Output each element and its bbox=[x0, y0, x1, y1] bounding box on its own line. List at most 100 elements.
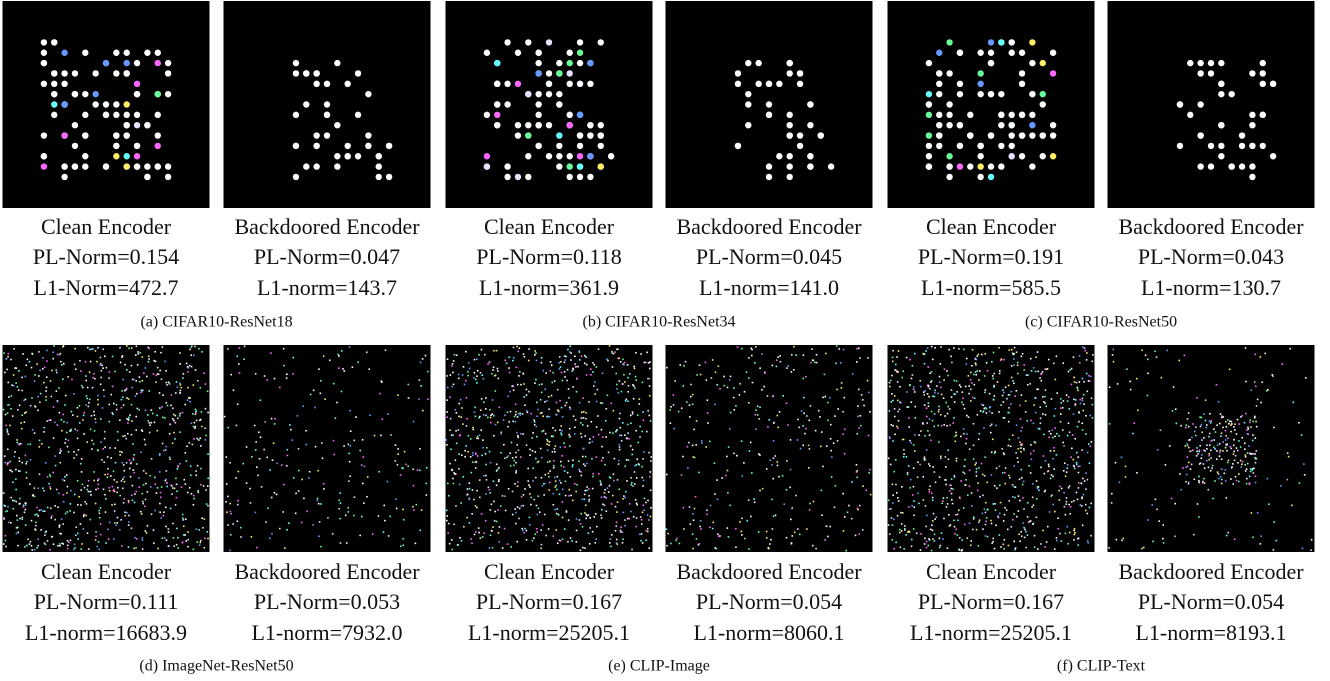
pixel-speck bbox=[493, 414, 495, 417]
pixel-speck bbox=[78, 405, 81, 407]
pixel-speck bbox=[458, 483, 461, 486]
pixel-speck bbox=[616, 387, 618, 390]
pixel-speck bbox=[584, 512, 586, 514]
pixel-speck bbox=[394, 460, 397, 462]
pixel-speck bbox=[1186, 443, 1189, 445]
pixel-speck bbox=[550, 435, 553, 438]
pixel-dot bbox=[946, 122, 953, 129]
pixel-speck bbox=[545, 534, 547, 537]
pixel-speck bbox=[237, 499, 239, 502]
pixel-dot bbox=[765, 163, 773, 170]
pixel-speck bbox=[318, 368, 320, 370]
pixel-dot bbox=[1018, 111, 1026, 119]
pixel-speck bbox=[540, 361, 543, 364]
pixel-speck bbox=[1026, 516, 1029, 518]
pixel-speck bbox=[457, 429, 460, 431]
pixel-speck bbox=[580, 512, 582, 515]
pixel-speck bbox=[515, 456, 517, 458]
pixel-speck bbox=[110, 475, 112, 477]
pixel-speck bbox=[203, 546, 206, 549]
pixel-speck bbox=[1042, 413, 1044, 415]
pixel-speck bbox=[141, 430, 144, 432]
pixel-speck bbox=[1084, 503, 1087, 506]
pixel-speck bbox=[615, 521, 618, 524]
pixel-speck bbox=[320, 545, 322, 548]
pixel-speck bbox=[936, 385, 938, 387]
pixel-speck bbox=[80, 489, 83, 491]
pixel-speck bbox=[27, 538, 29, 541]
pixel-speck bbox=[412, 420, 415, 423]
pixel-speck bbox=[619, 529, 622, 532]
pixel-speck bbox=[163, 537, 166, 539]
pixel-speck bbox=[1259, 543, 1262, 545]
pixel-dot bbox=[786, 122, 793, 129]
pixel-speck bbox=[1230, 447, 1233, 450]
pixel-speck bbox=[1219, 451, 1221, 454]
pixel-speck bbox=[394, 444, 397, 446]
l1-norm: L1-norm=143.7 bbox=[257, 275, 397, 300]
pixel-speck bbox=[1073, 376, 1075, 379]
pixel-speck bbox=[452, 434, 454, 436]
pixel-speck bbox=[92, 443, 95, 445]
pixel-speck bbox=[1156, 508, 1158, 511]
heatmap-image bbox=[665, 1, 873, 208]
pixel-speck bbox=[617, 392, 620, 394]
pixel-speck bbox=[943, 379, 945, 381]
pixel-dot bbox=[71, 163, 79, 170]
pixel-speck bbox=[1069, 505, 1072, 508]
pixel-speck bbox=[73, 511, 75, 514]
pixel-speck bbox=[1003, 391, 1005, 394]
pixel-speck bbox=[890, 423, 893, 426]
pixel-speck bbox=[166, 404, 169, 407]
pixel-speck bbox=[62, 493, 65, 496]
pixel-speck bbox=[465, 445, 467, 447]
pixel-speck bbox=[187, 545, 189, 548]
pixel-dot bbox=[1029, 111, 1036, 119]
pixel-speck bbox=[6, 412, 9, 414]
pixel-speck bbox=[1208, 444, 1211, 446]
pixel-speck bbox=[164, 360, 166, 363]
pixel-speck bbox=[802, 354, 805, 356]
pixel-speck bbox=[24, 504, 27, 506]
pixel-speck bbox=[1244, 448, 1246, 450]
pixel-speck bbox=[1020, 430, 1022, 432]
pixel-speck bbox=[119, 450, 121, 453]
pixel-dot bbox=[765, 80, 773, 88]
pixel-speck bbox=[1039, 417, 1042, 420]
pixel-speck bbox=[977, 482, 979, 484]
pixel-dot bbox=[385, 142, 393, 150]
pixel-dot bbox=[61, 70, 68, 77]
pixel-speck bbox=[585, 363, 588, 366]
pixel-speck bbox=[197, 438, 200, 441]
pixel-speck bbox=[69, 430, 71, 432]
pixel-speck bbox=[1144, 354, 1147, 357]
pixel-speck bbox=[361, 438, 364, 441]
pixel-speck bbox=[608, 484, 611, 487]
pixel-speck bbox=[446, 482, 449, 485]
pixel-speck bbox=[1081, 422, 1084, 425]
pixel-speck bbox=[616, 543, 619, 545]
pixel-speck bbox=[50, 515, 53, 517]
pixel-speck bbox=[397, 394, 399, 396]
pixel-speck bbox=[529, 493, 531, 495]
pixel-speck bbox=[526, 411, 529, 414]
pixel-speck bbox=[889, 385, 891, 388]
pixel-speck bbox=[508, 421, 511, 423]
pixel-speck bbox=[1037, 370, 1039, 373]
pixel-speck bbox=[548, 408, 550, 410]
pixel-speck bbox=[829, 423, 832, 426]
pixel-speck bbox=[140, 451, 142, 454]
pixel-speck bbox=[578, 401, 581, 404]
pixel-speck bbox=[182, 377, 184, 379]
pixel-speck bbox=[378, 470, 380, 473]
pixel-speck bbox=[147, 360, 150, 363]
pixel-speck bbox=[1252, 420, 1254, 423]
pixel-speck bbox=[202, 485, 205, 487]
pixel-dot bbox=[154, 163, 161, 170]
pixel-speck bbox=[719, 388, 721, 390]
pixel-speck bbox=[450, 539, 453, 541]
pixel-speck bbox=[588, 442, 591, 444]
pixel-speck bbox=[934, 389, 936, 392]
pixel-speck bbox=[156, 366, 159, 369]
pixel-speck bbox=[104, 355, 106, 358]
